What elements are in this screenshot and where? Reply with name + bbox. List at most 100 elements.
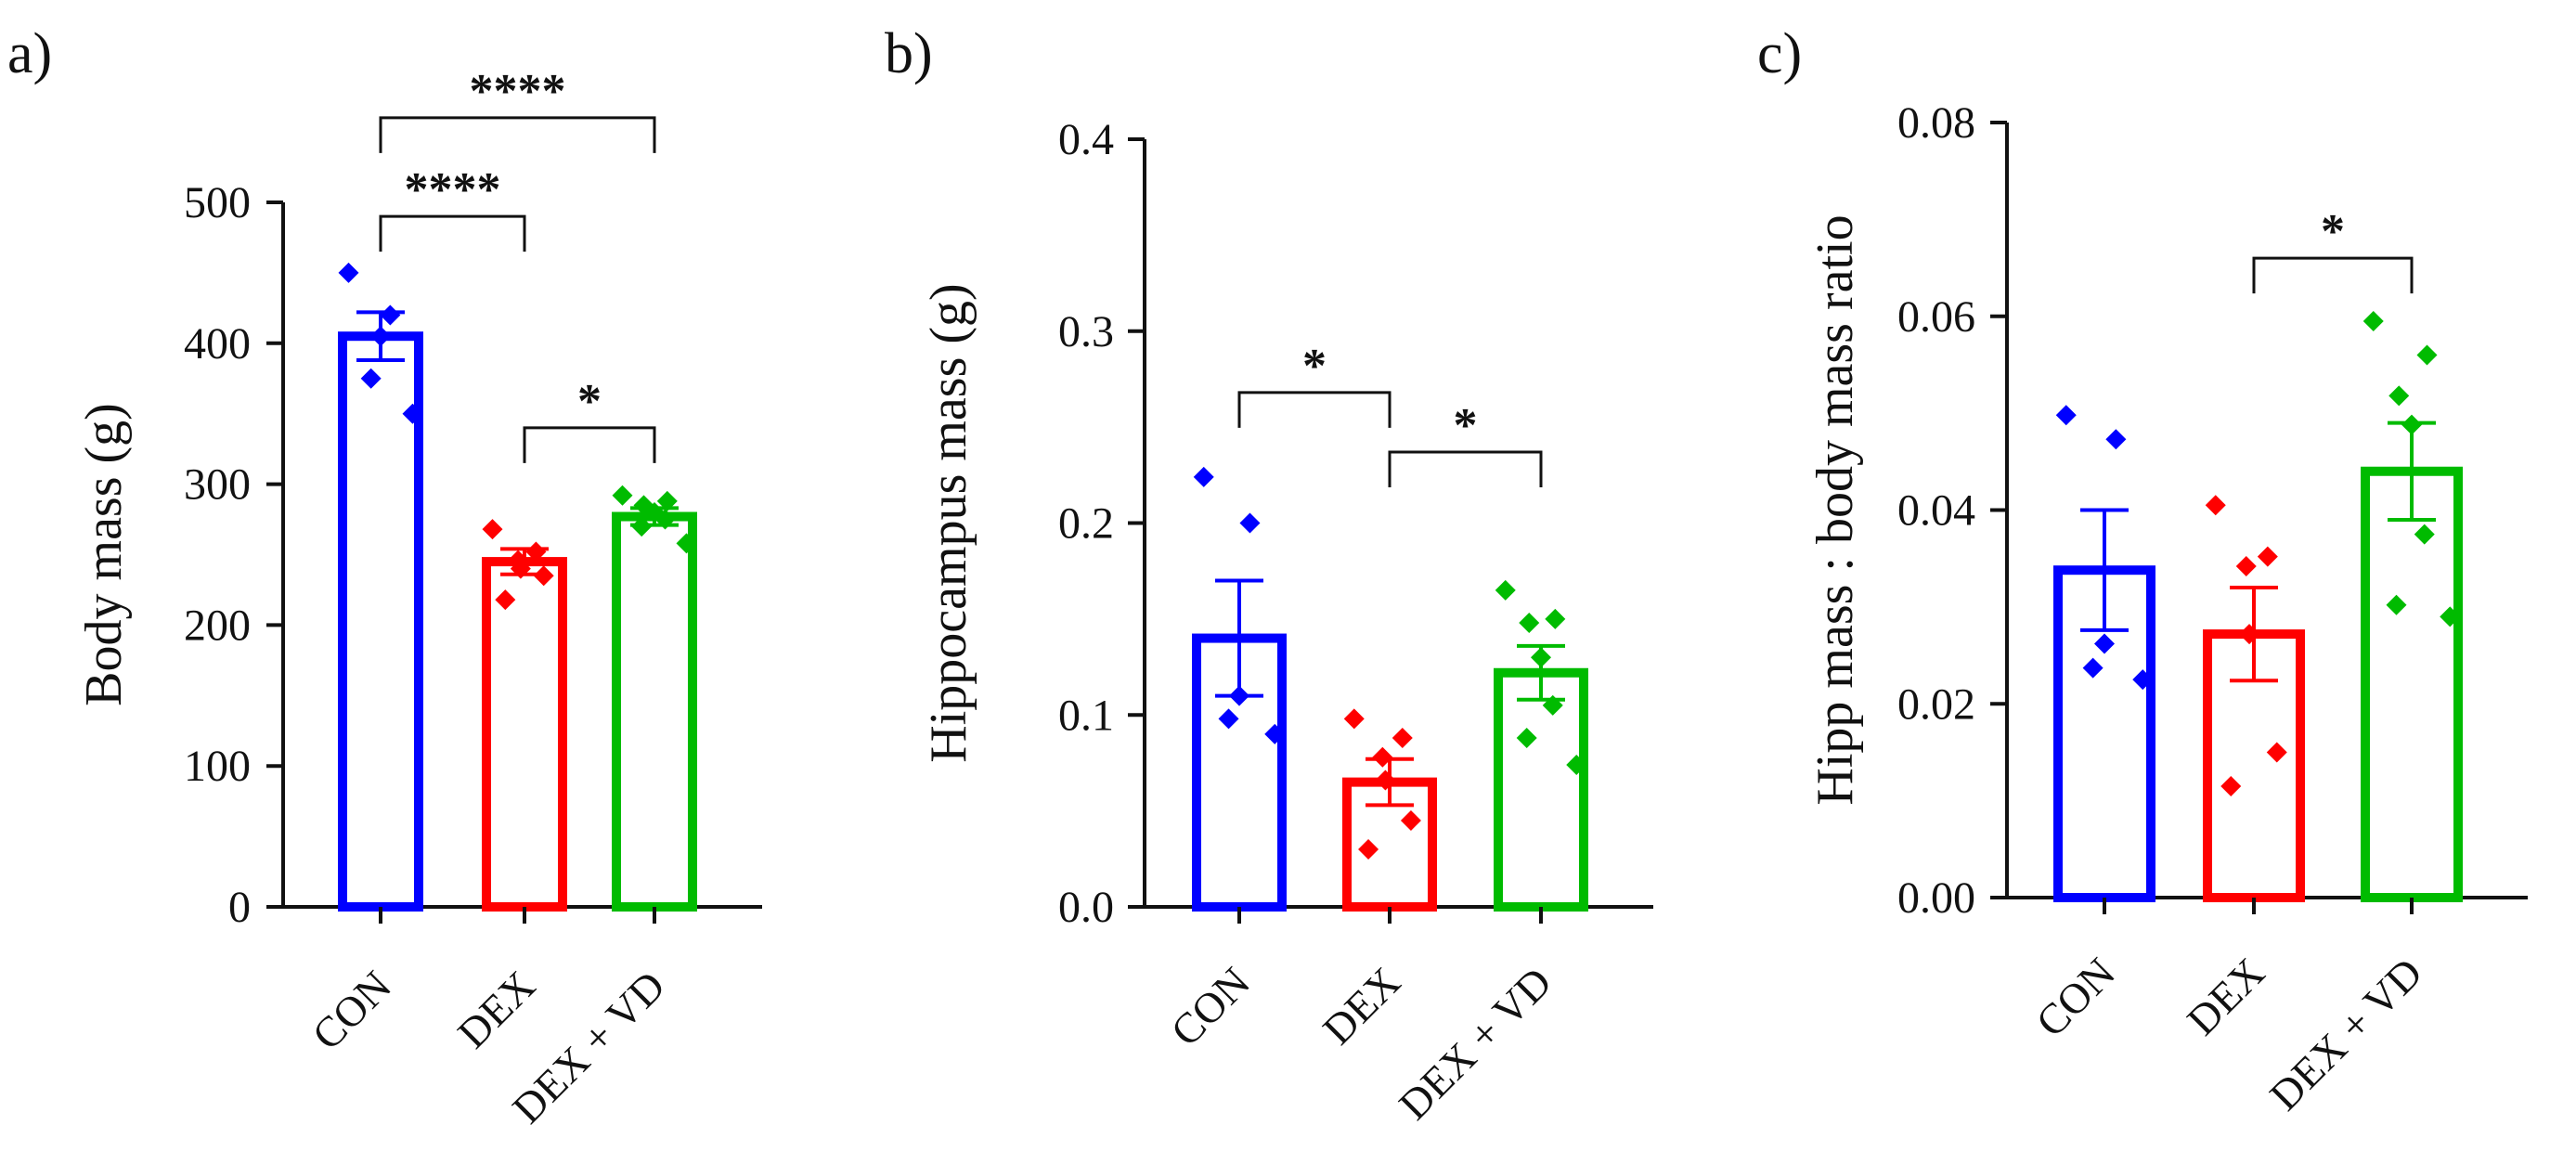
data-point <box>1516 728 1537 749</box>
data-point <box>1193 466 1214 487</box>
data-point <box>1531 647 1551 668</box>
category-label: DEX + VD <box>2260 949 2431 1119</box>
y-tick-label: 0 <box>228 883 251 932</box>
y-tick-label: 0.4 <box>1058 115 1114 164</box>
y-tick-label: 400 <box>184 319 251 369</box>
data-point <box>1400 809 1421 831</box>
significance-bracket <box>1388 450 1543 488</box>
category-label: DEX + VD <box>1390 958 1560 1129</box>
significance-label: **** <box>405 163 501 216</box>
data-point <box>2220 775 2242 796</box>
bar-dex-vd <box>2361 466 2463 902</box>
data-point <box>2235 556 2257 577</box>
data-point <box>510 558 531 579</box>
data-point <box>495 589 516 611</box>
data-point <box>631 516 653 537</box>
data-point <box>525 541 547 563</box>
y-tick-label: 100 <box>184 742 251 791</box>
chart-panel-3: c) 0.00 0.02 0.04 0.06 0.08 Hipp mass : body m… <box>1757 22 2528 1119</box>
data-point <box>370 326 391 347</box>
data-point <box>2257 546 2278 567</box>
significance-label: * <box>1454 399 1478 452</box>
panel-label: a) <box>7 22 52 85</box>
data-point <box>482 519 503 540</box>
y-axis-title: Body mass (g) <box>75 403 133 706</box>
data-point <box>1495 579 1516 601</box>
data-point <box>2362 310 2384 331</box>
data-point <box>1545 608 1566 629</box>
data-point <box>1239 512 1261 534</box>
y-tick-label: 300 <box>184 460 251 510</box>
category-label: DEX <box>448 962 544 1057</box>
category-label: CON <box>303 962 400 1059</box>
y-tick-label: 500 <box>184 178 251 227</box>
y-axis-title: Hipp mass : body mass ratio <box>1806 214 1864 805</box>
data-point <box>654 509 676 530</box>
significance-label: * <box>577 375 602 428</box>
significance-bracket <box>379 214 526 252</box>
y-tick-label: 0.2 <box>1058 499 1114 549</box>
data-point <box>2386 594 2407 615</box>
data-point <box>2082 657 2104 679</box>
significance-bracket <box>2252 256 2414 294</box>
data-point <box>1542 694 1563 716</box>
significance-label: * <box>1302 340 1327 393</box>
significance-label: **** <box>470 65 566 118</box>
data-point <box>2401 414 2422 435</box>
data-point <box>1566 755 1587 776</box>
y-tick-label: 0.0 <box>1058 883 1114 932</box>
panel-label: c) <box>1757 22 1802 85</box>
panel-label: b) <box>885 22 933 85</box>
bar-con <box>338 331 423 912</box>
category-label: CON <box>2026 949 2124 1046</box>
data-point <box>338 262 359 283</box>
data-point <box>2388 385 2410 407</box>
data-point <box>1372 746 1393 768</box>
category-label: DEX <box>1314 958 1409 1054</box>
y-tick-label: 0.04 <box>1897 486 1975 536</box>
chart-panel-2: b) 0.0 0.1 0.2 0.3 0.4 Hippocampus mass (g) CON… <box>885 22 1653 1129</box>
bar-dex <box>482 557 567 912</box>
data-point <box>2055 405 2077 426</box>
data-point <box>1264 723 1286 744</box>
category-label: CON <box>1161 958 1259 1055</box>
y-tick-label: 0.02 <box>1897 679 1975 729</box>
y-tick-label: 0.00 <box>1897 873 1975 923</box>
data-point <box>533 565 554 587</box>
data-point <box>1358 838 1379 860</box>
data-point <box>2105 429 2127 450</box>
bar-dex-vd <box>612 511 697 912</box>
significance-bracket <box>379 116 656 153</box>
data-point <box>360 368 382 389</box>
category-label: DEX <box>2178 949 2273 1044</box>
data-point <box>2205 495 2226 516</box>
data-point <box>612 485 633 506</box>
data-point <box>1392 728 1413 749</box>
data-point <box>2414 524 2435 545</box>
data-point <box>1519 613 1540 634</box>
bar-dex-vd <box>1494 667 1588 912</box>
y-tick-label: 200 <box>184 601 251 650</box>
data-point <box>402 403 423 424</box>
significance-label: * <box>2321 205 2345 258</box>
data-point <box>2239 624 2260 645</box>
data-point <box>2416 344 2438 366</box>
data-point <box>656 490 678 511</box>
data-point <box>2266 742 2287 763</box>
y-tick-label: 0.08 <box>1897 98 1975 148</box>
data-point <box>1229 685 1249 706</box>
data-point <box>1343 708 1365 730</box>
data-point <box>676 533 697 554</box>
data-point <box>2094 633 2115 654</box>
y-tick-label: 0.06 <box>1897 292 1975 342</box>
significance-bracket <box>1237 391 1392 428</box>
data-point <box>1375 769 1396 791</box>
data-point <box>2440 606 2461 627</box>
data-point <box>380 304 401 326</box>
y-tick-label: 0.3 <box>1058 307 1114 356</box>
y-tick-label: 0.1 <box>1058 691 1114 740</box>
data-point <box>2132 669 2154 691</box>
y-axis-title: Hippocampus mass (g) <box>920 283 977 762</box>
